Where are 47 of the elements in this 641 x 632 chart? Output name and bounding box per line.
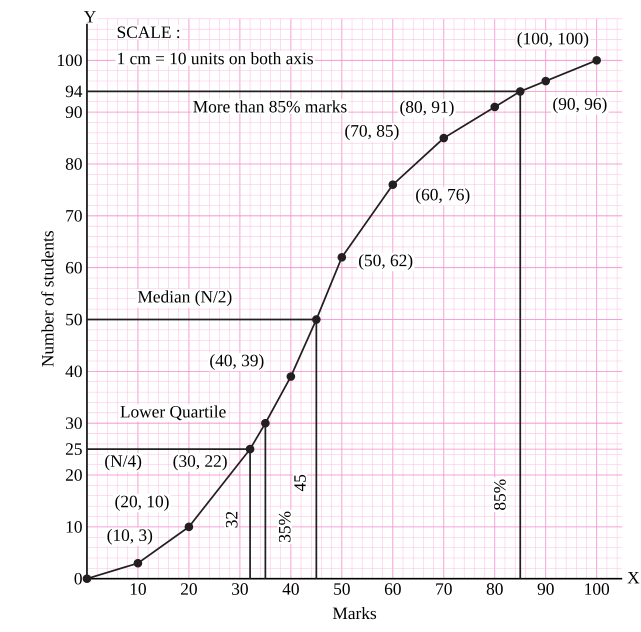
x-tick-label: 100 [585,583,610,596]
annotation: (20, 10) [115,495,169,512]
annotation: (50, 62) [359,254,412,270]
annotation: 35% [278,512,291,542]
x-tick-label: 70 [436,583,452,596]
y-tick-label: 40 [66,366,82,378]
annotation: Y [84,11,96,23]
x-tick-label: 20 [180,583,197,596]
x-axis-title: Marks [332,607,376,620]
y-tick-label: 90 [66,106,82,118]
annotation: 45 [294,474,306,492]
annotation: More than 85% marks [193,100,347,113]
x-tick-label: 50 [334,583,350,596]
y-axis-title: Number of students [41,231,54,367]
x-tick-label: 60 [384,583,401,596]
annotation: (30, 22) [173,454,227,471]
annotation: (80, 91) [400,100,454,117]
annotation: Median (N/2) [138,290,232,306]
annotation: (100, 100) [518,32,588,48]
y-tick-label: 100 [58,54,82,66]
x-tick-label: 40 [282,583,299,596]
annotation: (10, 3) [107,529,152,545]
x-tick-label: 10 [130,583,146,596]
y-tick-label: 94 [66,86,82,98]
annotation: (70, 85) [345,124,399,140]
y-tick-label: 10 [66,521,82,533]
annotation: (40, 39) [210,354,264,370]
annotation: 32 [226,512,238,528]
y-tick-label: 50 [66,314,82,326]
x-tick-label: 30 [232,583,248,596]
y-tick-label: 25 [66,443,82,456]
x-tick-label: 80 [486,583,503,596]
y-tick-label: 70 [66,210,82,222]
y-tick-label: 0 [74,573,82,585]
y-tick-label: 20 [66,469,82,482]
annotation: (90, 96) [553,98,607,114]
annotation: 1 cm = 10 units on both axis [118,52,313,64]
y-tick-label: 30 [66,418,82,430]
y-tick-label: 60 [66,262,82,274]
x-tick-label: 90 [538,583,554,596]
text: X [628,572,640,584]
annotation: (N/4) [105,454,142,471]
annotation: (60, 76) [416,188,470,204]
y-tick-label: 80 [66,158,82,170]
annotation: 85% [494,480,506,510]
annotation: Lower Quartile [120,406,226,420]
annotation: SCALE : [118,26,180,38]
